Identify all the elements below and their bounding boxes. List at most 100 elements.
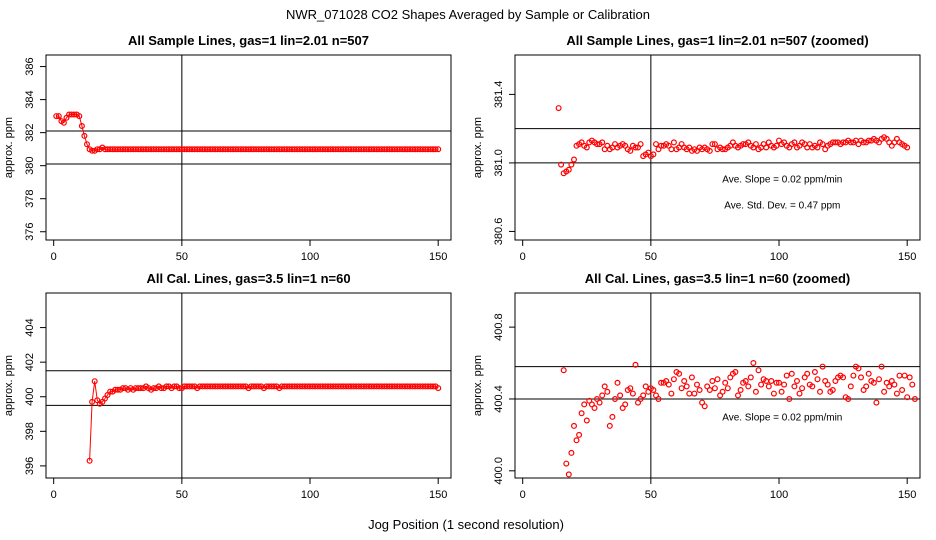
data-point (709, 141, 716, 148)
data-point (86, 457, 93, 464)
data-point (668, 146, 675, 153)
data-point (629, 390, 636, 397)
y-tick-label: 396 (24, 457, 36, 475)
data-point (581, 401, 588, 408)
y-tick-label: 376 (24, 223, 36, 241)
data-point (81, 132, 88, 139)
data-point (742, 378, 749, 385)
data-point (840, 139, 847, 146)
x-tick-label: 100 (770, 489, 788, 501)
data-point (904, 394, 911, 401)
data-point (430, 383, 437, 390)
data-point (570, 156, 577, 163)
data-point (583, 144, 590, 151)
x-tick-label: 100 (301, 251, 319, 263)
data-point (719, 388, 726, 395)
plot-frame (45, 292, 452, 479)
y-tick-label: 400.8 (493, 313, 505, 341)
data-point (773, 379, 780, 386)
data-point (765, 383, 772, 390)
data-point (722, 379, 729, 386)
x-tick-label: 0 (51, 251, 57, 263)
data-point (604, 388, 611, 395)
data-point (850, 372, 857, 379)
data-point (601, 383, 608, 390)
chart-panel-3: All Cal. Lines, gas=3.5 lin=1 n=60 approx… (3, 271, 452, 501)
data-point (781, 381, 788, 388)
data-point (719, 146, 726, 153)
data-point (750, 360, 757, 367)
data-point (89, 398, 96, 405)
data-point (809, 383, 816, 390)
data-point (576, 431, 583, 438)
x-tick-label: 100 (301, 489, 319, 501)
data-point (71, 111, 78, 118)
data-point (570, 422, 577, 429)
chart-panels: All Sample Lines, gas=1 lin=2.01 n=507 ap… (3, 33, 921, 501)
data-point (911, 396, 918, 403)
data-point (596, 399, 603, 406)
data-point (658, 379, 665, 386)
y-axis-label: approx. ppm (472, 117, 484, 178)
data-point (565, 471, 572, 478)
plot-frame (514, 54, 921, 241)
data-point (681, 378, 688, 385)
data-point (668, 390, 675, 397)
data-point (171, 383, 178, 390)
x-tick-label: 50 (176, 251, 188, 263)
data-point (163, 383, 170, 390)
data-point (271, 383, 278, 390)
data-point (606, 422, 613, 429)
data-point (745, 383, 752, 390)
data-point (737, 387, 744, 394)
data-point (811, 369, 818, 376)
y-axis-label: approx. ppm (3, 355, 15, 416)
data-point (189, 383, 196, 390)
data-point (773, 142, 780, 149)
data-point (665, 381, 672, 388)
data-point (706, 387, 713, 394)
panel-title: All Sample Lines, gas=1 lin=2.01 n=507 (… (566, 33, 868, 48)
data-point (847, 383, 854, 390)
data-point (60, 119, 67, 126)
data-point (632, 144, 639, 151)
data-point (893, 390, 900, 397)
y-tick-label: 380 (24, 156, 36, 174)
plot-frame (514, 292, 921, 479)
data-point (747, 374, 754, 381)
data-point (896, 372, 903, 379)
data-point (599, 392, 606, 399)
data-point (691, 390, 698, 397)
data-point (614, 379, 621, 386)
data-point (150, 385, 157, 392)
data-point (814, 376, 821, 383)
data-point (791, 383, 798, 390)
figure-xlabel: Jog Position (1 second resolution) (368, 517, 564, 532)
data-point (724, 385, 731, 392)
chart-panel-4: All Cal. Lines, gas=3.5 lin=1 n=60 (zoom… (472, 271, 921, 501)
data-point (752, 141, 759, 148)
data-point (583, 417, 590, 424)
data-point (788, 370, 795, 377)
data-point (53, 113, 60, 120)
data-point (791, 139, 798, 146)
data-point (435, 146, 442, 153)
x-tick-label: 0 (51, 489, 57, 501)
data-point (906, 374, 913, 381)
data-point (734, 392, 741, 399)
data-point (568, 449, 575, 456)
data-point (693, 381, 700, 388)
data-point (819, 363, 826, 370)
x-tick-label: 50 (645, 489, 657, 501)
x-tick-label: 150 (429, 489, 447, 501)
data-point (755, 367, 762, 374)
figure-title: NWR_071028 CO2 Shapes Averaged by Sample… (286, 7, 650, 22)
data-point (865, 370, 872, 377)
y-tick-label: 381.0 (493, 149, 505, 177)
data-point (758, 381, 765, 388)
data-point (578, 410, 585, 417)
data-point (568, 161, 575, 168)
panel-title: All Cal. Lines, gas=3.5 lin=1 n=60 (146, 271, 350, 286)
data-point (655, 396, 662, 403)
x-tick-label: 100 (770, 251, 788, 263)
